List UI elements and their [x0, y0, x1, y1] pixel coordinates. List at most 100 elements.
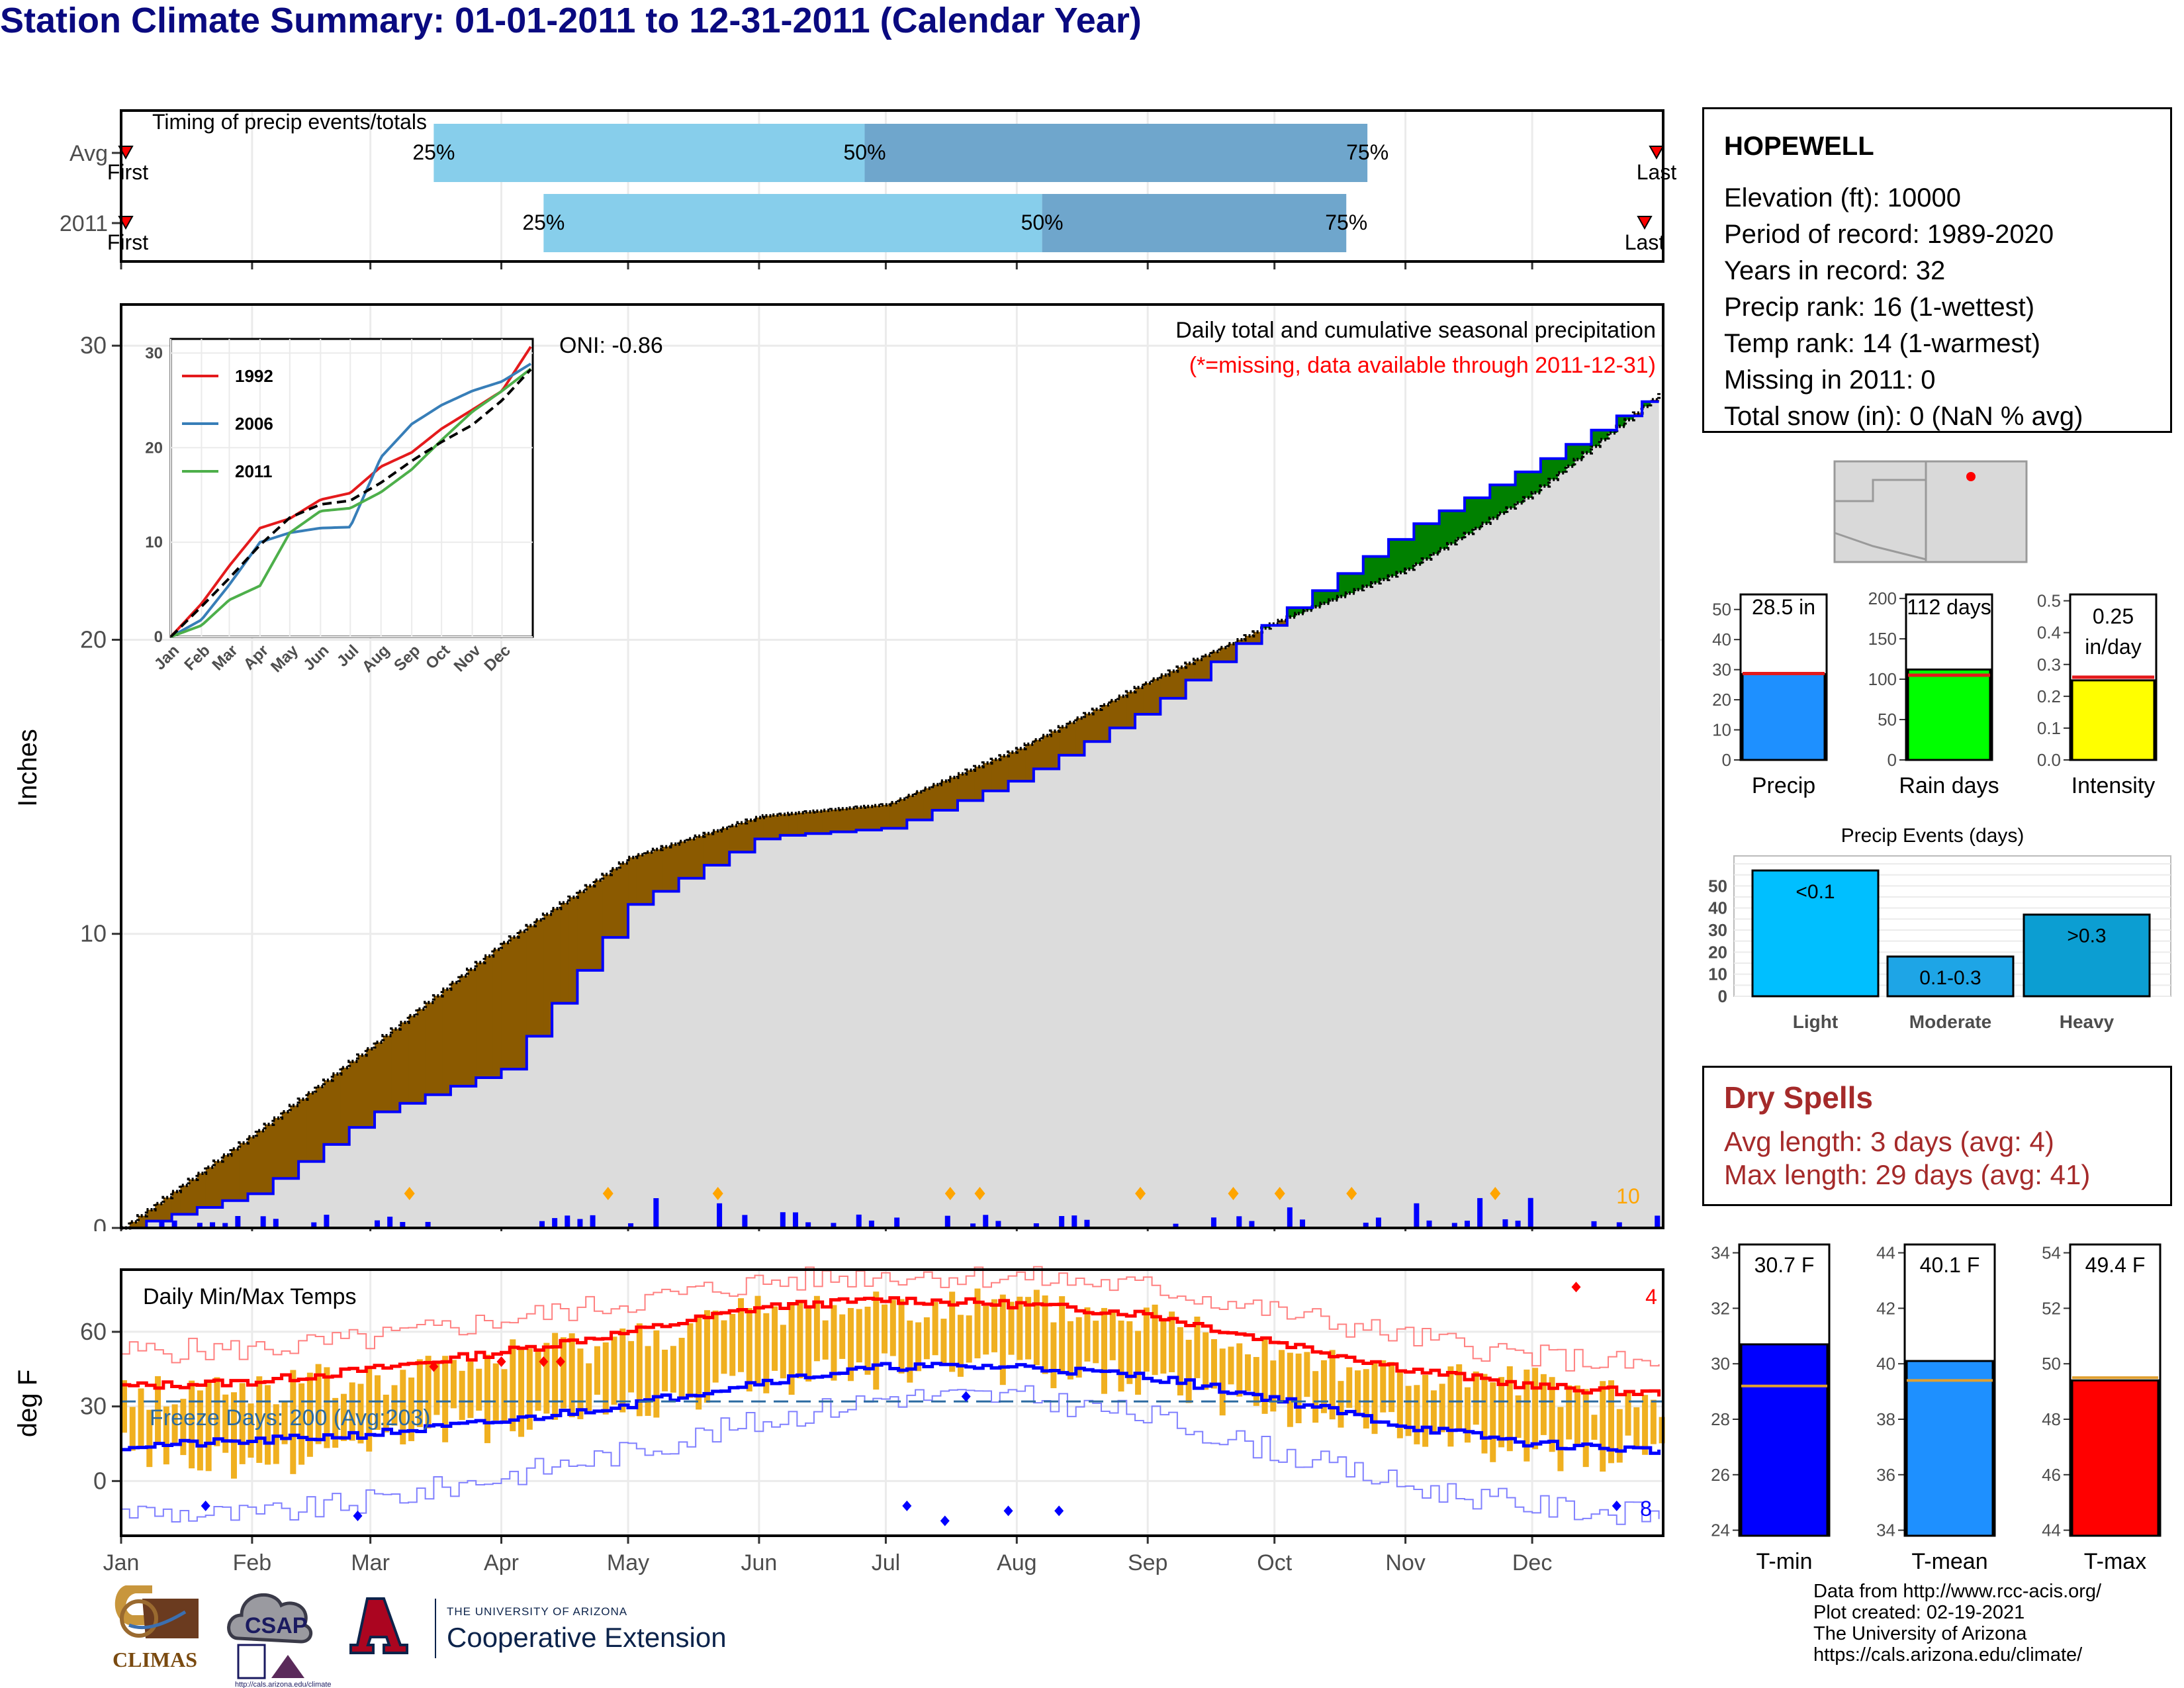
observed-cumulative-line: [121, 400, 1659, 1229]
daily-temp-range-bar: [839, 1314, 846, 1359]
last-event-label: Last: [1637, 160, 1677, 184]
events-bar-label: >0.3: [2067, 925, 2106, 947]
y-tick-label: 10: [1712, 720, 1731, 740]
daily-temp-range-bar: [1329, 1350, 1336, 1420]
temp-value-label: 30.7 F: [1754, 1253, 1815, 1277]
daily-temp-range-bar: [552, 1333, 559, 1420]
daily-temp-range-bar: [721, 1320, 727, 1374]
x-tick-label: Nov: [1385, 1550, 1425, 1575]
daily-temp-range-bar: [1642, 1395, 1649, 1455]
daily-temp-range-bar: [687, 1323, 694, 1398]
precip-departure-segment: [1447, 510, 1457, 544]
avg-min-line: [121, 1362, 1661, 1455]
precip-departure-segment: [1329, 590, 1338, 600]
precip-departure-segment: [923, 788, 933, 820]
daily-temp-range-bar: [1194, 1316, 1201, 1378]
daily-temp-range-bar: [1101, 1307, 1107, 1394]
daily-precip-bar: [387, 1216, 393, 1228]
temp-value-label: 49.4 F: [2085, 1253, 2146, 1277]
daily-temp-range-bar: [189, 1380, 195, 1469]
daily-temp-range-bar: [383, 1394, 389, 1432]
record-high-marker: [539, 1356, 549, 1368]
inset-series-line: [170, 362, 532, 638]
precip-departure-segment: [324, 1080, 333, 1145]
y-tick-label: 40: [1708, 898, 1727, 918]
record-high-marker: [496, 1356, 506, 1368]
record-min-line: [121, 1385, 1660, 1525]
daily-temp-range-bar: [526, 1348, 533, 1430]
precip-departure-segment: [535, 919, 544, 1037]
record-high-marker: [1571, 1282, 1581, 1293]
daily-temp-range-bar: [636, 1323, 643, 1417]
precip-departure-segment: [839, 808, 848, 832]
daily-temp-range-bar: [442, 1356, 449, 1442]
x-tick-label: Feb: [233, 1550, 272, 1575]
daily-temp-range-bar: [492, 1363, 499, 1421]
timing-band-25-50: [433, 124, 865, 182]
precip-departure-segment: [915, 792, 925, 820]
daily-temp-range-bar: [180, 1399, 187, 1456]
record-low-marker: [1054, 1505, 1064, 1517]
y-tick-label: 50: [1878, 710, 1897, 729]
precip-departure-segment: [1160, 675, 1169, 698]
daily-temp-range-bar: [171, 1404, 178, 1444]
daily-temp-range-bar: [1025, 1297, 1032, 1360]
daily-precip-bar: [1464, 1221, 1470, 1228]
daily-temp-range-bar: [501, 1369, 508, 1423]
daily-temp-range-bar: [146, 1409, 153, 1468]
precip-departure-segment: [265, 1124, 274, 1194]
daily-temp-range-bar: [831, 1305, 837, 1381]
snow-event-marker: [1346, 1187, 1357, 1200]
daily-temp-range-bar: [1371, 1361, 1378, 1434]
precip-departure-segment: [189, 1179, 198, 1215]
precip-departure-segment: [949, 777, 958, 810]
daily-temp-range-bar: [239, 1383, 246, 1464]
locator-map: [1833, 460, 2028, 563]
precip-departure-segment: [696, 836, 705, 878]
timing-row-label: Avg: [69, 141, 108, 166]
inset-x-tick-label: Aug: [359, 641, 393, 676]
precip-departure-segment: [1109, 700, 1119, 728]
inset-x-tick-label: Mar: [208, 641, 241, 674]
events-category-label: Heavy: [2060, 1011, 2115, 1032]
daily-temp-range-bar: [1203, 1332, 1209, 1390]
daily-temp-range-bar: [907, 1320, 913, 1383]
precip-departure-segment: [1135, 687, 1144, 714]
daily-temp-range-bar: [400, 1370, 406, 1445]
record-low-marker: [201, 1500, 210, 1511]
y-tick-label: 0.4: [2037, 623, 2061, 643]
precip-departure-segment: [1295, 608, 1304, 614]
daily-temp-range-bar: [1532, 1368, 1539, 1450]
y-tick-label: 40: [1712, 630, 1731, 649]
precip-caption: Daily total and cumulative seasonal prec…: [1175, 318, 1656, 343]
daily-precip-bar: [1616, 1222, 1622, 1228]
summary-bar-label: Intensity: [2071, 773, 2156, 798]
missing-note: (*=missing, data available through 2011-…: [1189, 353, 1656, 378]
station-line: Missing in 2011: 0: [1724, 365, 1936, 395]
y-tick-label: 0.5: [2037, 591, 2061, 611]
y-axis-label: Inches: [13, 729, 42, 807]
daily-temp-range-bar: [1059, 1296, 1066, 1372]
precip-departure-segment: [560, 902, 570, 1004]
daily-temp-range-bar: [1320, 1360, 1327, 1413]
daily-temp-range-bar: [1008, 1301, 1015, 1355]
inset-x-tick-label: Jun: [300, 641, 332, 674]
coop-extension-label: Cooperative Extension: [447, 1622, 727, 1653]
inset-y-tick-label: 10: [145, 534, 163, 551]
daily-precip-bar: [1426, 1220, 1432, 1228]
university-of-arizona-logo: THE UNIVERSITY OF ARIZONA Cooperative Ex…: [349, 1597, 727, 1658]
daily-temp-range-bar: [1075, 1317, 1082, 1378]
daily-precip-bar: [324, 1215, 330, 1228]
inset-series-line: [170, 367, 532, 638]
daily-precip-bar: [742, 1215, 748, 1228]
freeze-days-label: Freeze Days: 200 (Avg:203): [150, 1405, 431, 1430]
precip-departure-segment: [171, 1191, 181, 1215]
precip-departure-segment: [907, 795, 916, 820]
y-tick-label: 0: [1718, 986, 1727, 1006]
record-high-marker: [429, 1361, 439, 1372]
y-tick-label: 30: [80, 332, 107, 359]
daily-temp-range-bar: [1524, 1369, 1530, 1462]
precip-departure-segment: [712, 831, 721, 865]
timing-p25-label: 25%: [412, 140, 455, 164]
events-category-label: Moderate: [1909, 1011, 1991, 1032]
